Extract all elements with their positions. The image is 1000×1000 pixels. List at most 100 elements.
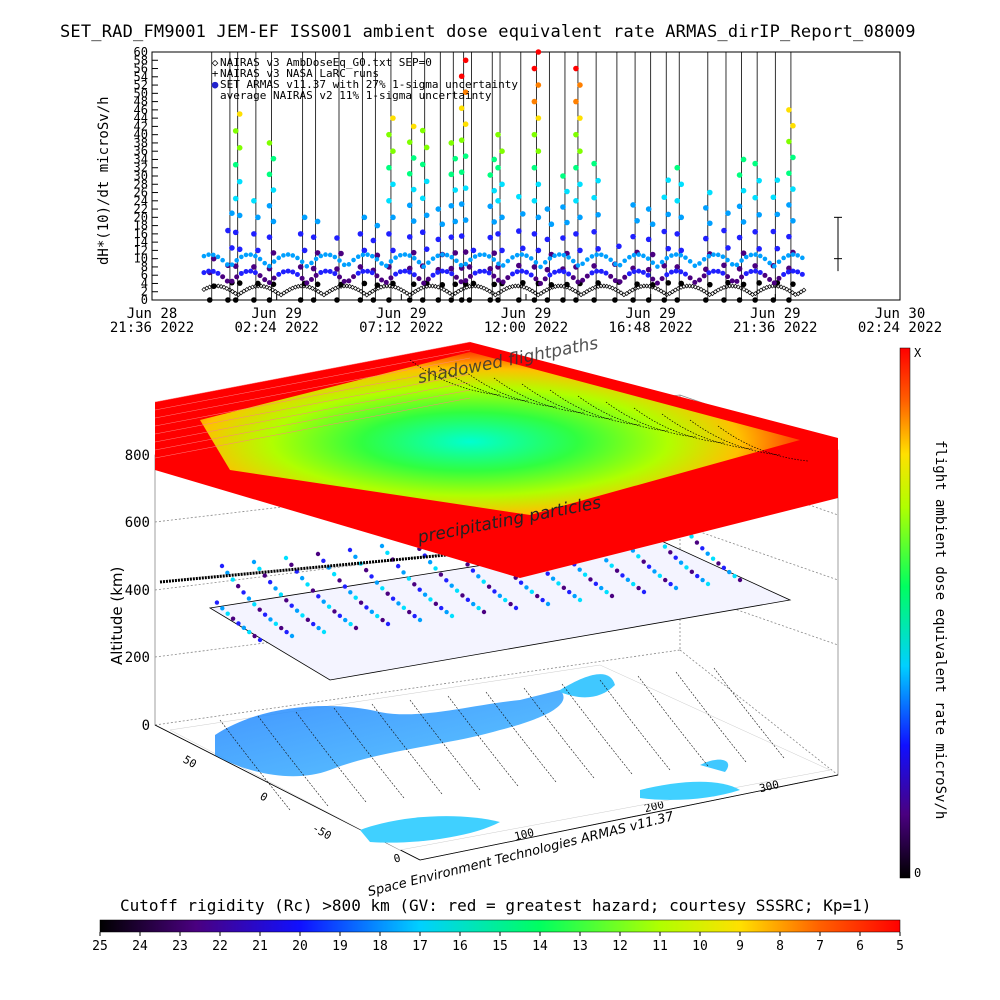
nairas-point: [435, 284, 441, 290]
orbit-track-point: [406, 576, 412, 581]
armas-point: [251, 231, 257, 237]
armas-point: [608, 257, 613, 263]
armas-point: [682, 271, 688, 277]
armas-point: [440, 252, 445, 257]
colorbar-tick-label: 13: [572, 939, 588, 954]
armas-point: [500, 279, 506, 285]
y-tick-label: 52: [134, 78, 148, 92]
armas-point: [752, 263, 758, 269]
armas-point: [552, 269, 558, 275]
armas-point: [696, 277, 702, 283]
orbit-track-point: [225, 611, 230, 616]
orbit-track-point: [577, 567, 582, 572]
orbit-track-point: [684, 565, 689, 570]
armas-point: [678, 181, 685, 188]
nairas-point: [412, 288, 418, 294]
armas-point: [573, 297, 579, 303]
armas-point: [355, 270, 361, 276]
armas-point: [531, 264, 538, 270]
orbit-track-point: [668, 550, 673, 555]
nairas-point: [350, 284, 356, 290]
armas-point: [257, 256, 263, 262]
armas-point: [535, 49, 542, 55]
y-tick-label: 60: [134, 45, 148, 59]
armas-point: [591, 194, 597, 201]
armas-point: [487, 265, 494, 272]
armas-point: [294, 272, 300, 278]
armas-point: [234, 274, 240, 280]
orbit-track-point: [705, 551, 710, 556]
armas-point: [740, 219, 747, 225]
orbit-track-point: [300, 613, 305, 618]
orbit-track-point: [278, 592, 284, 597]
armas-point: [645, 256, 651, 261]
nairas-point: [801, 287, 807, 293]
orbit-track-point: [428, 597, 433, 602]
orbit-track-point: [524, 585, 529, 590]
plus-icon: +: [211, 67, 219, 80]
armas-point: [439, 268, 445, 274]
armas-point: [425, 276, 431, 282]
nairas-point: [484, 287, 490, 293]
armas-point: [771, 264, 777, 269]
armas-point: [721, 227, 727, 234]
map-track: [257, 715, 329, 807]
armas-point: [589, 254, 595, 259]
nairas-point: [515, 283, 521, 289]
slab-track: [521, 383, 613, 420]
orbit-track-point: [395, 563, 401, 569]
armas-point: [703, 266, 709, 273]
armas-point: [491, 187, 498, 194]
nairas-point: [395, 285, 401, 291]
armas-point: [544, 297, 551, 303]
armas-point: [236, 145, 243, 151]
armas-point: [365, 252, 370, 257]
armas-point: [462, 217, 469, 223]
armas-point: [673, 252, 679, 257]
z-tick-label: 800: [125, 448, 150, 464]
armas-point: [495, 231, 501, 237]
armas-point: [516, 262, 522, 269]
orbit-track-point: [604, 589, 609, 595]
armas-point: [591, 229, 597, 235]
orbit-track-point: [284, 629, 289, 635]
armas-point: [487, 234, 494, 241]
y-tick-label: 12: [134, 243, 148, 257]
armas-point: [309, 260, 314, 266]
y-tick-label: 10: [134, 252, 148, 266]
orbit-track-point: [700, 546, 705, 551]
orbit-track-point: [689, 569, 695, 575]
y-tick-label: 0: [141, 293, 148, 307]
orbit-track-point: [252, 602, 257, 607]
orbit-track-point: [412, 613, 417, 619]
armas-point: [580, 277, 586, 283]
nairas-point: [652, 285, 658, 291]
armas-point: [419, 127, 426, 134]
armas-point: [458, 279, 464, 285]
armas-point: [220, 274, 226, 280]
armas-point: [577, 82, 583, 88]
armas-point: [739, 274, 745, 280]
nairas-point: [307, 284, 313, 290]
armas-point: [423, 212, 430, 219]
nairas-point: [278, 292, 284, 298]
armas-point: [721, 262, 727, 269]
armas-point: [299, 259, 305, 265]
armas-point: [668, 269, 674, 275]
armas-point: [520, 245, 526, 252]
orbit-track-point: [481, 579, 486, 584]
armas-point: [266, 202, 273, 209]
armas-point: [248, 252, 253, 257]
armas-point: [232, 128, 239, 134]
nairas-point: [358, 288, 364, 294]
nairas-point: [689, 283, 695, 289]
armas-point: [487, 203, 494, 210]
nairas-point: [272, 289, 278, 294]
armas-point: [310, 265, 317, 272]
orbit-track-point: [609, 563, 614, 568]
orbit-track-point: [444, 609, 449, 615]
legend-label: NAIRAS v3 AmbDoseEq_G0.txt SEP=0: [220, 56, 432, 69]
armas-point: [308, 276, 314, 282]
orbit-track-point: [572, 593, 577, 599]
armas-point: [206, 268, 212, 274]
